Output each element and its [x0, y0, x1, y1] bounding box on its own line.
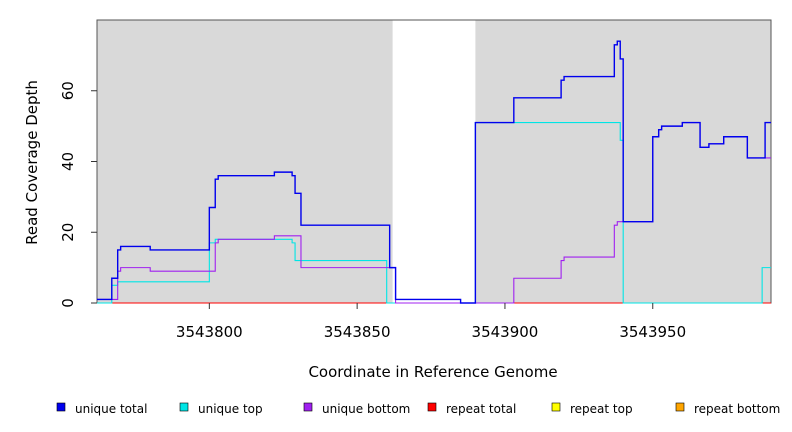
legend: unique total unique top unique bottom repea… [56, 402, 780, 416]
shaded-regions [97, 20, 771, 303]
y-axis: 0 20 40 60 [59, 81, 97, 308]
legend-swatch [56, 402, 66, 412]
legend-label: unique total [75, 402, 147, 416]
x-tick-label: 3543800 [176, 323, 243, 341]
y-tick-label: 60 [59, 81, 77, 100]
y-tick-label: 20 [59, 223, 77, 242]
legend-item-repeat-total: repeat total [427, 402, 516, 416]
legend-item-unique-total: unique total [56, 402, 147, 416]
legend-label: unique bottom [322, 402, 410, 416]
legend-label: repeat bottom [694, 402, 780, 416]
legend-item-repeat-top: repeat top [551, 402, 633, 416]
x-tick-label: 3543950 [619, 323, 686, 341]
legend-swatch [675, 402, 685, 412]
x-tick-label: 3543900 [472, 323, 539, 341]
y-tick-label: 40 [59, 152, 77, 171]
legend-swatch [303, 402, 313, 412]
legend-label: repeat total [446, 402, 516, 416]
shaded-region-1 [97, 20, 393, 303]
y-tick-label: 0 [59, 298, 77, 308]
legend-item-repeat-bottom: repeat bottom [675, 402, 780, 416]
legend-label: unique top [198, 402, 263, 416]
series-unique-total [97, 40, 771, 304]
legend-swatch [427, 402, 437, 412]
x-tick-label: 3543850 [324, 323, 391, 341]
legend-swatch [179, 402, 189, 412]
y-axis-label: Read Coverage Depth [23, 80, 41, 245]
x-axis: 3543800 3543850 3543900 3543950 [176, 303, 686, 341]
x-axis-label: Coordinate in Reference Genome [308, 363, 557, 381]
legend-label: repeat top [570, 402, 633, 416]
legend-swatch [551, 402, 561, 412]
legend-item-unique-bottom: unique bottom [303, 402, 410, 416]
legend-item-unique-top: unique top [179, 402, 263, 416]
